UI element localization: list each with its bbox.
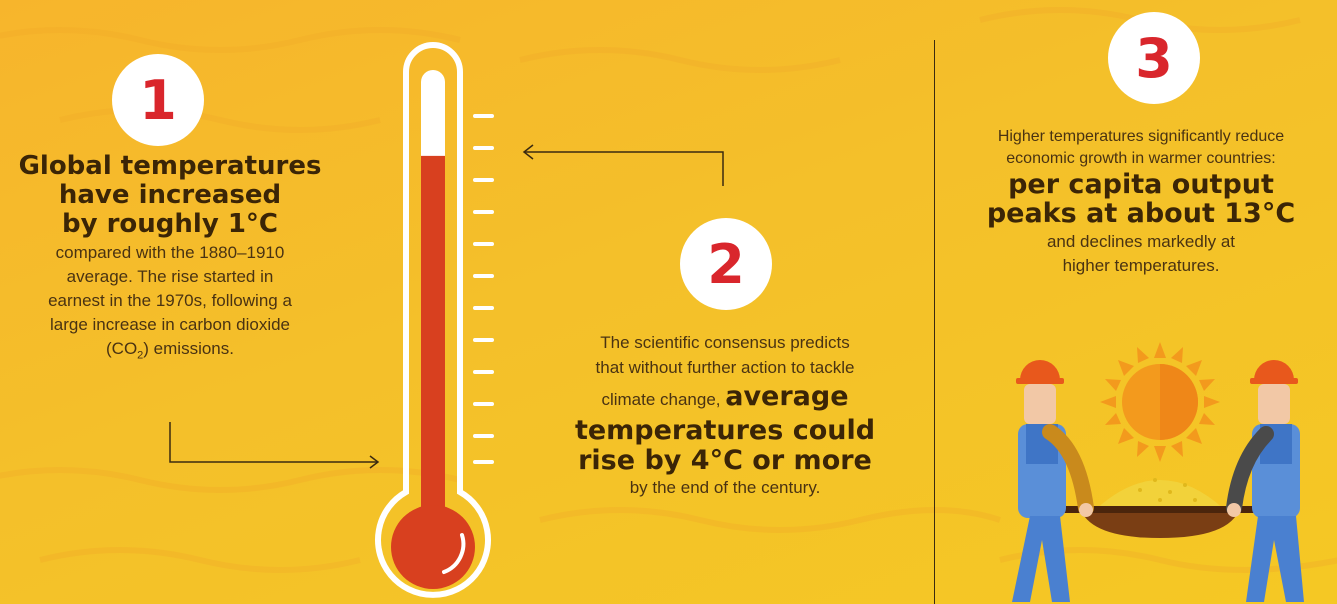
- thermometer-icon: [375, 42, 494, 598]
- body-line: The scientific consensus predicts: [600, 333, 850, 352]
- step-2-number: 2: [707, 232, 745, 296]
- worker-icon: [1012, 360, 1094, 602]
- body-line: Higher temperatures significantly reduce: [997, 128, 1285, 145]
- body-line: large increase in carbon dioxide: [49, 315, 291, 334]
- sun-icon: [1100, 342, 1220, 462]
- step-1-number: 1: [139, 68, 177, 132]
- co2-suffix: ) emissions.: [143, 339, 234, 358]
- co2-subscript: 2: [137, 349, 144, 362]
- headline-line: peaks at about 13°C: [986, 198, 1296, 229]
- workers-illustration: [1012, 342, 1304, 602]
- headline-line: have increased: [58, 180, 282, 210]
- mixed-normal-text: climate change,: [601, 390, 726, 409]
- section-divider: [934, 40, 935, 604]
- step-3-number: 3: [1135, 26, 1173, 90]
- body-line: earnest in the 1970s, following a: [48, 291, 292, 310]
- step-3-badge: 3: [1108, 12, 1200, 104]
- body-line: economic growth in warmer countries:: [1006, 150, 1276, 167]
- section-3-tail: and declines markedly at higher temperat…: [945, 230, 1337, 278]
- headline-line: temperatures could: [574, 415, 876, 446]
- sand-pile: [1095, 480, 1225, 510]
- tail-line: higher temperatures.: [1062, 256, 1220, 275]
- headline-line: Global temperatures: [18, 151, 322, 181]
- section-3-text: Higher temperatures significantly reduce…: [945, 126, 1337, 278]
- section-2-text: The scientific consensus predicts that w…: [545, 330, 905, 500]
- arrow-icon: [522, 144, 724, 186]
- wheelbarrow-icon: [1052, 506, 1268, 538]
- body-line: average. The rise started in: [66, 267, 274, 286]
- section-2-body: The scientific consensus predicts that w…: [545, 330, 905, 380]
- thermometer-fill: [421, 155, 445, 522]
- section-3-headline: per capita output peaks at about 13°C: [945, 170, 1337, 228]
- body-line-co2: (CO2) emissions.: [0, 337, 340, 367]
- section-2-tail: by the end of the century.: [629, 478, 821, 497]
- section-1-body: compared with the 1880–1910 average. The…: [0, 241, 340, 367]
- mixed-bold-text: average: [725, 381, 849, 412]
- headline-line: per capita output: [1008, 169, 1274, 200]
- section-1-headline: Global temperatures have increased by ro…: [0, 152, 340, 239]
- co2-prefix: (CO: [106, 339, 138, 358]
- section-2-headline: temperatures could rise by 4°C or more: [545, 416, 905, 476]
- body-line: that without further action to tackle: [595, 358, 855, 377]
- step-2-badge: 2: [680, 218, 772, 310]
- headline-line: rise by 4°C or more: [578, 445, 872, 476]
- step-1-badge: 1: [112, 54, 204, 146]
- section-2-mixed-line: climate change, average: [545, 382, 905, 416]
- headline-line: by roughly 1°C: [61, 209, 278, 239]
- arrow-icon: [169, 422, 380, 469]
- worker-icon: [1226, 360, 1304, 602]
- section-1-text: Global temperatures have increased by ro…: [0, 152, 340, 367]
- section-3-body: Higher temperatures significantly reduce…: [945, 126, 1337, 170]
- body-line: compared with the 1880–1910: [55, 243, 285, 262]
- thermometer-ticks: [473, 114, 494, 464]
- tail-line: and declines markedly at: [1046, 232, 1236, 251]
